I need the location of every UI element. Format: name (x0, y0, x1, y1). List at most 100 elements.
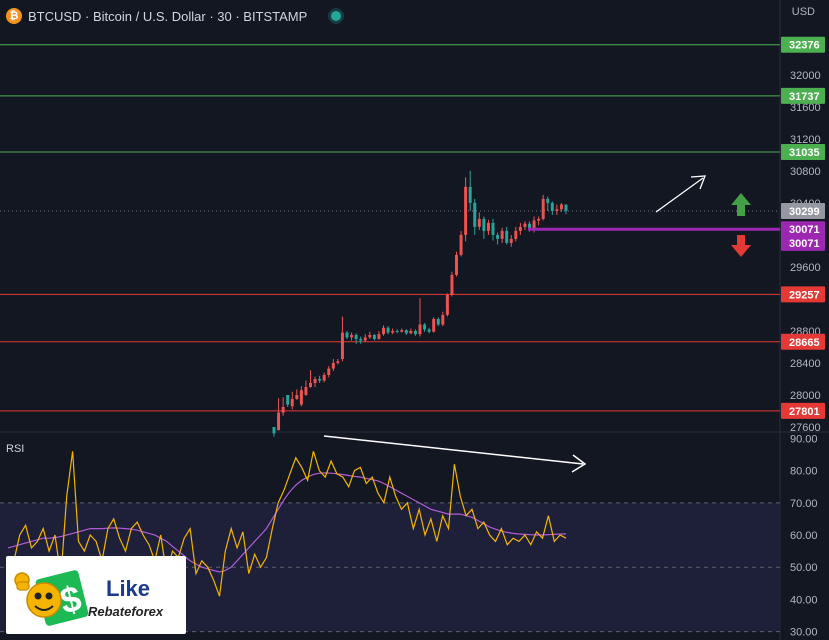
divergence-arrow-head (571, 454, 587, 473)
rsi-title: RSI (6, 443, 24, 455)
price-label-text: 30071 (789, 238, 820, 250)
price-label-box (781, 202, 825, 219)
candle-body (477, 218, 481, 227)
candle-body (363, 337, 367, 341)
mascot-thumbs-up-icon: $ (14, 570, 89, 626)
price-tick-label: 28000 (790, 390, 821, 402)
price-label-text: 32376 (789, 40, 820, 52)
price-tick-label: 28400 (790, 358, 821, 370)
price-label-box (781, 402, 825, 419)
candle-body (286, 394, 290, 405)
symbol-header[interactable]: ₿ BTCUSD · Bitcoin / U.S. Dollar · 30 · … (6, 6, 342, 26)
candle-body (518, 226, 522, 231)
candle-body (304, 386, 308, 395)
candle-body (523, 223, 527, 227)
price-label-box (781, 87, 825, 104)
price-label-text: 31035 (789, 147, 820, 159)
trend-arrow-line (655, 177, 704, 213)
candle-body (395, 330, 399, 332)
candle-body (336, 361, 340, 363)
candle-body (400, 330, 404, 332)
market-open-dot-icon (331, 11, 342, 21)
candle-body (559, 204, 563, 210)
rsi-tick-label: 60.00 (790, 530, 818, 542)
price-label-text: 29257 (789, 289, 820, 301)
candle-body (532, 220, 536, 229)
trend-arrow-head (690, 175, 706, 190)
rsi-tick-label: 70.00 (790, 498, 818, 510)
candle-body (377, 334, 381, 339)
candle-body (382, 327, 385, 335)
price-label-text: 30299 (789, 206, 820, 218)
candle-body (313, 378, 317, 383)
candle-body (413, 330, 417, 335)
price-label-text: 28665 (789, 337, 820, 349)
candle-body (290, 398, 294, 407)
candle-body (345, 332, 349, 338)
candle-body (500, 230, 504, 239)
candle-body (318, 378, 322, 381)
rsi-tick-label: 40.00 (790, 594, 818, 606)
candle-body (386, 327, 390, 333)
candle-body (359, 338, 363, 341)
likerebateforex-logo: $ Like Rebateforex (6, 556, 186, 634)
currency-selector[interactable]: USD (791, 6, 815, 18)
price-label-text: 31737 (789, 91, 820, 103)
candle-body (528, 223, 531, 229)
candle-body (436, 318, 440, 325)
candle-body (391, 330, 395, 333)
candle-body (418, 324, 422, 335)
price-label-box (781, 36, 825, 53)
candle-body (550, 202, 554, 211)
price-label-box (781, 144, 825, 161)
price-label-box (781, 286, 825, 303)
rsi-tick-label: 90.00 (790, 433, 818, 445)
candle-body (404, 330, 408, 334)
candle-body (486, 222, 490, 231)
candle-body (514, 230, 518, 239)
candle-body (299, 390, 303, 405)
candle-body (354, 334, 358, 339)
candle-body (546, 198, 550, 203)
price-tick-label: 32000 (790, 70, 821, 82)
candle-body (482, 218, 486, 231)
candle-body (496, 234, 500, 239)
candle-body (350, 334, 354, 338)
price-tick-label: 31600 (790, 102, 821, 114)
candle-body (473, 202, 477, 227)
candle-body (432, 318, 436, 332)
price-label-text: 27801 (789, 406, 820, 418)
rsi-ma-line (7, 472, 566, 573)
candle-body (445, 294, 449, 315)
price-tick-label: 31200 (790, 134, 821, 146)
candle-body (309, 382, 312, 387)
candle-body (468, 186, 472, 203)
price-tick-label: 27600 (790, 422, 821, 434)
price-label-text: 30071 (789, 224, 820, 236)
candle-body (295, 394, 299, 399)
candle-body (564, 204, 568, 211)
divergence-arrow-line (323, 435, 584, 465)
candle-body (322, 374, 326, 381)
candle-body (427, 329, 431, 332)
candle-body (409, 330, 413, 334)
green-up-arrow-icon (731, 193, 751, 216)
candle-body (541, 198, 545, 219)
candle-body (555, 209, 559, 211)
price-tick-label: 29600 (790, 262, 821, 274)
candle-body (537, 218, 541, 221)
candle-body (331, 362, 335, 369)
rsi-tick-label: 30.00 (790, 627, 818, 639)
price-label-box (781, 221, 825, 238)
candle-body (491, 222, 495, 235)
logo-text-rebateforex: Rebateforex (88, 604, 164, 619)
candle-body (459, 234, 463, 255)
red-down-arrow-icon (731, 235, 751, 257)
candle-body (277, 412, 281, 431)
rsi-tick-label: 80.00 (790, 466, 818, 478)
candle-body (372, 334, 376, 339)
candle-body (327, 368, 331, 375)
price-label-box (781, 333, 825, 350)
